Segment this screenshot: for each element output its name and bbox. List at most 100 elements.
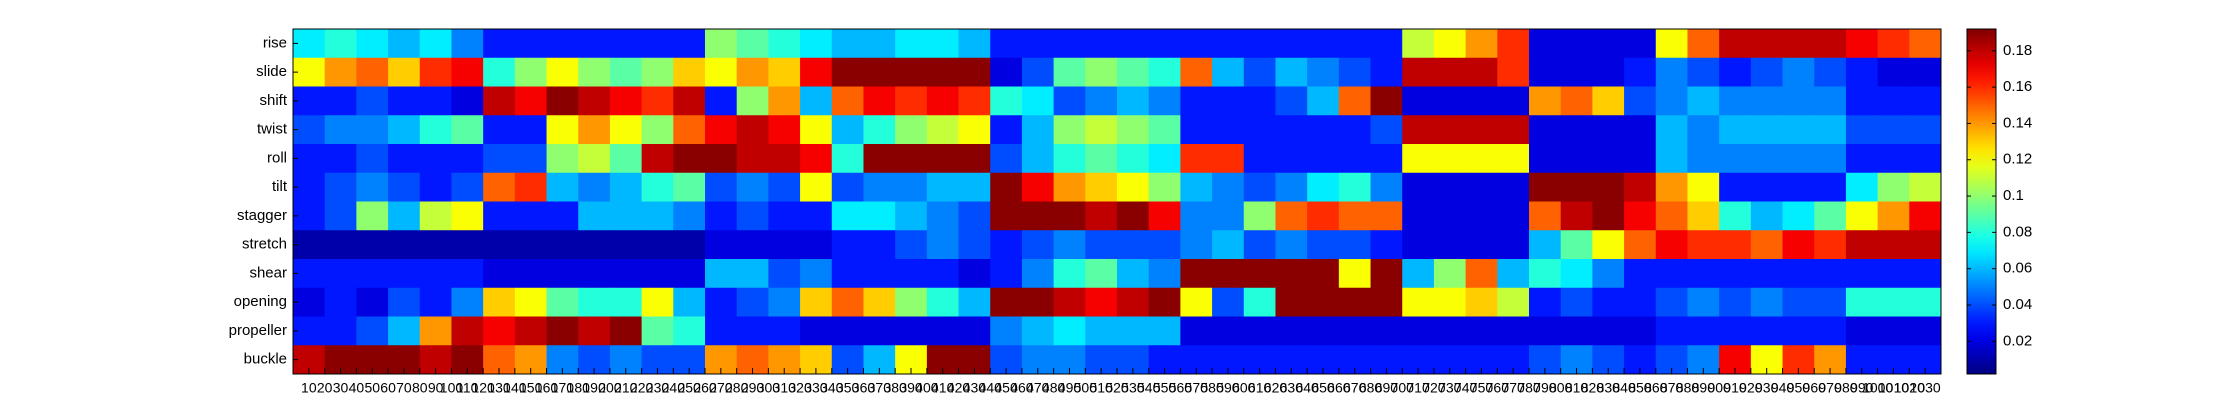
heatmap-cell bbox=[483, 144, 516, 174]
heatmap-cell bbox=[1782, 259, 1815, 289]
heatmap-cell bbox=[1529, 259, 1562, 289]
heatmap-cell bbox=[1624, 144, 1657, 174]
heatmap-cell bbox=[705, 86, 738, 116]
heatmap-cell bbox=[1212, 259, 1245, 289]
heatmap-cell bbox=[1624, 172, 1657, 202]
heatmap-cell bbox=[1212, 57, 1245, 87]
heatmap-cell bbox=[1275, 172, 1308, 202]
x-tick-label: 400 bbox=[915, 380, 939, 396]
heatmap-cell bbox=[1053, 29, 1086, 59]
heatmap-cell bbox=[990, 86, 1023, 116]
heatmap-cell bbox=[356, 86, 389, 116]
heatmap-cell bbox=[1148, 287, 1181, 317]
heatmap-cell bbox=[1560, 29, 1593, 59]
x-tick-label: 420 bbox=[947, 380, 971, 396]
x-tick-label: 480 bbox=[1042, 380, 1066, 396]
x-tick-label: 540 bbox=[1137, 380, 1161, 396]
heatmap-cell bbox=[1624, 115, 1657, 145]
heatmap-cell bbox=[483, 86, 516, 116]
heatmap-cell bbox=[863, 259, 896, 289]
heatmap-cell bbox=[1655, 144, 1688, 174]
heatmap-cell bbox=[1085, 201, 1118, 231]
heatmap-cell bbox=[1719, 287, 1752, 317]
x-tick-label: 520 bbox=[1105, 380, 1129, 396]
heatmap-cell bbox=[641, 172, 674, 202]
heatmap-cell bbox=[641, 287, 674, 317]
heatmap-cell bbox=[736, 316, 769, 346]
heatmap-cell bbox=[1624, 201, 1657, 231]
x-tick-label: 590 bbox=[1216, 380, 1240, 396]
heatmap-cell bbox=[1338, 230, 1372, 260]
heatmap-cell bbox=[388, 57, 421, 87]
heatmap-cell bbox=[1877, 115, 1910, 145]
heatmap-cell bbox=[800, 115, 833, 145]
heatmap-cell bbox=[1909, 287, 1942, 317]
heatmap-cell bbox=[1433, 144, 1467, 174]
heatmap-cell bbox=[673, 230, 706, 260]
heatmap-cell bbox=[1402, 29, 1435, 59]
heatmap-cell bbox=[1719, 316, 1752, 346]
heatmap-cell bbox=[990, 230, 1023, 260]
heatmap-cell bbox=[1402, 287, 1435, 317]
colorbar-tick-label: 0.16 bbox=[2003, 78, 2032, 95]
heatmap-cell bbox=[863, 201, 896, 231]
heatmap-cell bbox=[1433, 86, 1467, 116]
heatmap-cell bbox=[609, 115, 643, 145]
heatmap-cell bbox=[673, 287, 706, 317]
heatmap-cell bbox=[1750, 259, 1784, 289]
heatmap-cell bbox=[1750, 201, 1784, 231]
heatmap-cell bbox=[673, 57, 706, 87]
x-tick-label: 870 bbox=[1660, 380, 1684, 396]
heatmap-cell bbox=[863, 144, 896, 174]
heatmap-cell bbox=[1338, 259, 1372, 289]
x-tick-label: 940 bbox=[1771, 380, 1795, 396]
heatmap-cell bbox=[1497, 57, 1530, 87]
heatmap-cell bbox=[1782, 57, 1815, 87]
heatmap-cell bbox=[546, 144, 579, 174]
heatmap-cell bbox=[514, 287, 548, 317]
x-tick-label: 20 bbox=[317, 380, 333, 396]
heatmap-cell bbox=[514, 201, 548, 231]
x-tick-label: 90 bbox=[428, 380, 444, 396]
heatmap-cell bbox=[514, 316, 548, 346]
heatmap-cell bbox=[388, 29, 421, 59]
heatmap-cell bbox=[926, 57, 960, 87]
heatmap-cell bbox=[1180, 287, 1213, 317]
heatmap-cell bbox=[705, 201, 738, 231]
heatmap-cell bbox=[705, 287, 738, 317]
heatmap-cell bbox=[863, 57, 896, 87]
heatmap-cell bbox=[958, 115, 991, 145]
heatmap-cell bbox=[1909, 259, 1942, 289]
heatmap-cell bbox=[578, 29, 611, 59]
heatmap-cell bbox=[768, 57, 801, 87]
x-tick-label: 380 bbox=[883, 380, 907, 396]
y-tick-label: rise bbox=[263, 34, 287, 51]
x-tick-label: 190 bbox=[582, 380, 606, 396]
heatmap-cell bbox=[1782, 230, 1815, 260]
heatmap-cell bbox=[768, 172, 801, 202]
heatmap-cell bbox=[1782, 172, 1815, 202]
x-tick-label: 890 bbox=[1692, 380, 1716, 396]
heatmap-cell bbox=[831, 259, 864, 289]
heatmap-cell bbox=[1243, 86, 1276, 116]
heatmap-cell bbox=[451, 259, 484, 289]
heatmap-cell bbox=[768, 259, 801, 289]
x-tick-label: 630 bbox=[1280, 380, 1304, 396]
heatmap-cell bbox=[1465, 144, 1498, 174]
heatmap-cell bbox=[895, 29, 928, 59]
heatmap-cell bbox=[1465, 230, 1498, 260]
heatmap-cell bbox=[324, 287, 357, 317]
y-tick-label: shear bbox=[249, 264, 287, 281]
heatmap-cell bbox=[1782, 287, 1815, 317]
heatmap-cell bbox=[1212, 316, 1245, 346]
heatmap-cell bbox=[863, 86, 896, 116]
x-tick-label: 450 bbox=[994, 380, 1018, 396]
heatmap-cell bbox=[1243, 172, 1276, 202]
heatmap-cell bbox=[609, 86, 643, 116]
x-tick-label: 780 bbox=[1517, 380, 1541, 396]
heatmap-cell bbox=[1212, 172, 1245, 202]
heatmap-cell bbox=[1433, 287, 1467, 317]
colorbar-tick-label: 0.04 bbox=[2003, 296, 2032, 313]
heatmap-cell bbox=[1212, 29, 1245, 59]
heatmap-cell bbox=[356, 287, 389, 317]
